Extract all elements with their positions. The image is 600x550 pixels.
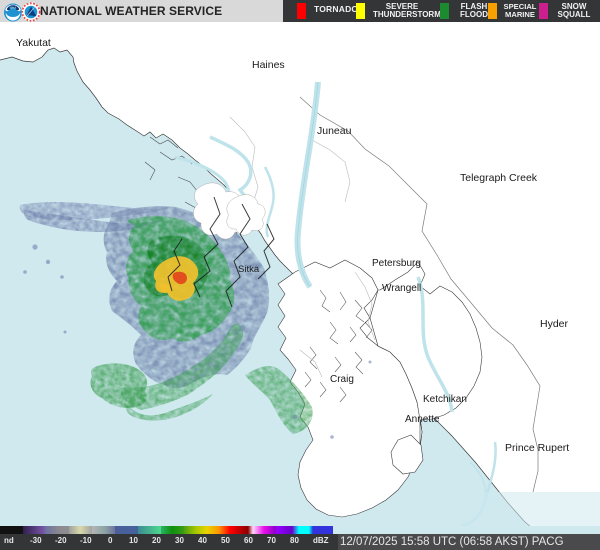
svg-text:NOAA: NOAA xyxy=(10,7,17,10)
